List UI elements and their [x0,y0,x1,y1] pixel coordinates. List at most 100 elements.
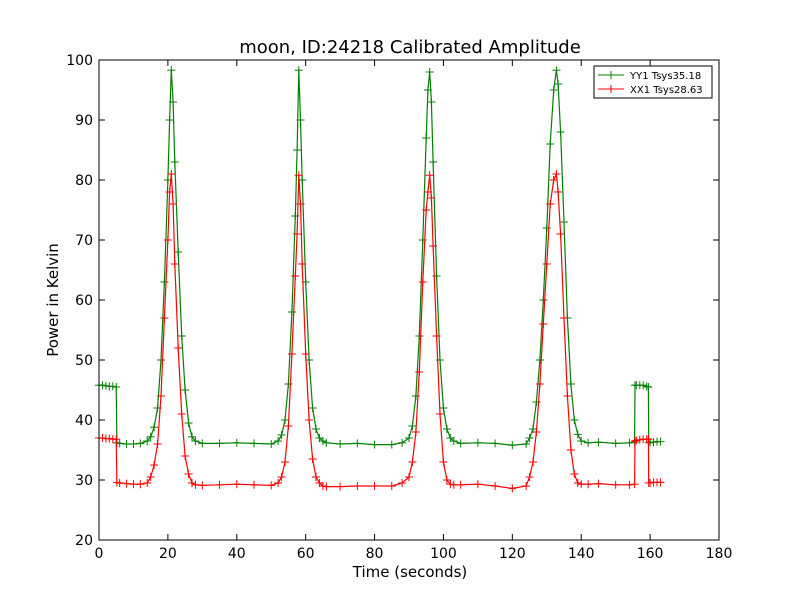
data-point [105,434,114,443]
data-point [98,434,107,442]
data-point [508,441,517,450]
plot-frame [98,59,720,541]
data-point [136,480,145,489]
data-point [293,230,302,238]
data-point [167,170,176,178]
data-point [560,314,568,322]
data-point [432,332,441,340]
data-point [267,440,276,448]
data-point [181,386,190,394]
data-point [101,381,110,390]
data-point [411,428,420,436]
data-point [274,479,283,487]
data-point [308,455,317,463]
data-point [549,86,558,94]
data-point [181,452,190,460]
data-point [143,437,152,445]
x-tick-label: 100 [430,546,457,562]
data-point [281,416,289,424]
data-point [387,482,396,490]
data-point [529,458,537,466]
data-point [129,480,138,489]
data-point [169,98,178,106]
x-tick-label: 180 [706,546,733,562]
y-tick-label: 30 [75,473,93,489]
data-point [473,480,482,489]
data-point [122,440,131,448]
data-point [630,480,639,489]
data-point [174,344,183,352]
data-point [294,66,303,75]
data-point [284,380,293,388]
data-point [370,440,379,449]
data-point [423,188,432,196]
data-point [625,480,634,489]
data-point [473,438,482,447]
data-point [153,440,162,448]
data-point [442,425,451,433]
data-point [387,440,396,449]
data-point [150,423,159,432]
data-point [336,482,345,491]
data-point [436,410,444,418]
data-point [294,171,303,180]
data-point [312,473,320,481]
data-point [546,200,555,208]
x-tick-label: 40 [228,546,246,562]
data-point [491,439,500,448]
y-tick-label: 90 [75,113,93,129]
data-point [191,437,200,445]
data-point [198,439,207,448]
data-point [549,176,558,184]
data-point [552,170,561,178]
data-point [552,66,561,75]
data-point [115,479,124,487]
data-point [318,437,327,445]
data-point [287,308,296,316]
data-point [649,438,658,447]
data-point [508,484,517,493]
series-line-1 [99,171,661,490]
data-point [584,480,593,489]
data-point [267,481,276,490]
data-point [542,260,551,268]
data-point [112,383,121,391]
data-point [308,404,317,412]
data-point [163,236,172,244]
data-point [415,368,424,376]
legend-label: YY1 Tsys35.18 [629,71,701,82]
data-point [411,392,420,400]
data-point [584,438,593,447]
data-point [232,438,241,447]
data-point [291,272,300,280]
data-point [169,200,178,208]
data-point [188,479,196,487]
x-tick-label: 20 [159,546,177,562]
y-tick-label: 70 [75,233,93,249]
data-point [305,416,314,424]
data-point [427,98,436,106]
data-point [98,381,107,390]
data-point [112,435,121,444]
data-point [287,350,296,358]
y-tick-label: 60 [75,293,93,309]
x-tick-label: 80 [366,546,384,562]
data-point [630,437,639,445]
data-point [215,439,224,448]
x-tick-label: 160 [637,546,664,562]
data-point [449,437,458,445]
data-point [177,410,186,418]
y-tick-label: 40 [75,413,93,429]
data-point [456,480,465,489]
data-point [418,236,427,244]
data-point [425,171,434,180]
data-point [427,194,436,202]
data-point [429,158,438,166]
data-point [136,439,145,448]
data-point [560,218,568,226]
data-point [370,482,379,490]
x-axis-label: Time (seconds) [352,563,468,581]
data-point [656,437,665,446]
data-point [625,438,634,447]
